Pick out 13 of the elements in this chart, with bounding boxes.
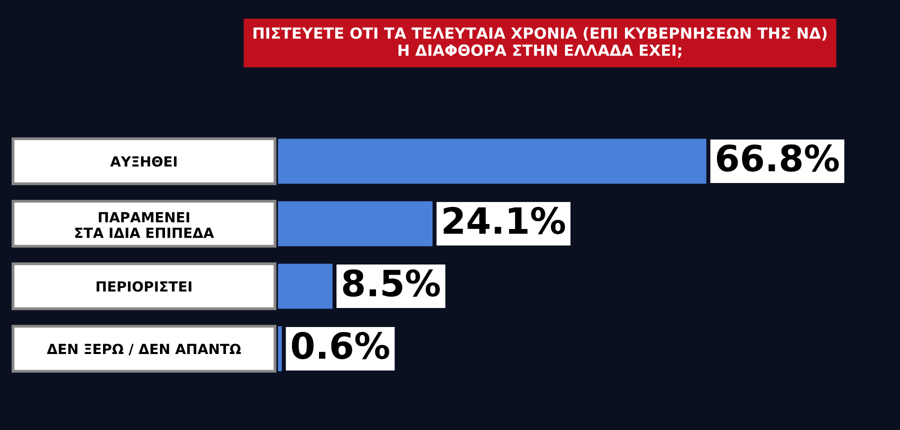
y-tick-label: ΔΕΝ ΞΕΡΩ / ΔΕΝ ΑΠΑΝΤΩ [46, 344, 241, 356]
data-label: 66.8% [716, 144, 839, 172]
data-label: 24.1% [444, 206, 565, 234]
data-label: 0.6% [292, 332, 390, 360]
bar [278, 138, 706, 184]
y-tick-label: ΠΑΡΑΜΕΝΕΙ ΣΤΑ ΙΔΙΑ ΕΠΙΠΕΔΑ [75, 212, 214, 238]
bar [278, 264, 333, 309]
bar [278, 201, 433, 246]
y-tick-label: ΠΕΡΙΟΡΙΣΤΕΙ [96, 281, 192, 292]
bar [278, 326, 282, 372]
chart-title: ΠΙΣΤΕΥΕΤΕ ΟΤΙ ΤΑ ΤΕΛΕΥΤΑΙΑ ΧΡΟΝΙΑ (ΕΠΙ ΚΥΒΕΡΝΗΣΕΩΝ ΤΗΣ ΝΔ) Η ΔΙΑΦΘΟΡΑ ΣΤΗΝ ΕΛΛΑΔΑ ΕΧΕΙ; [254, 27, 827, 58]
data-label: 8.5% [343, 269, 440, 297]
y-tick-label: ΑΥΞΗΘΕΙ [110, 156, 177, 167]
